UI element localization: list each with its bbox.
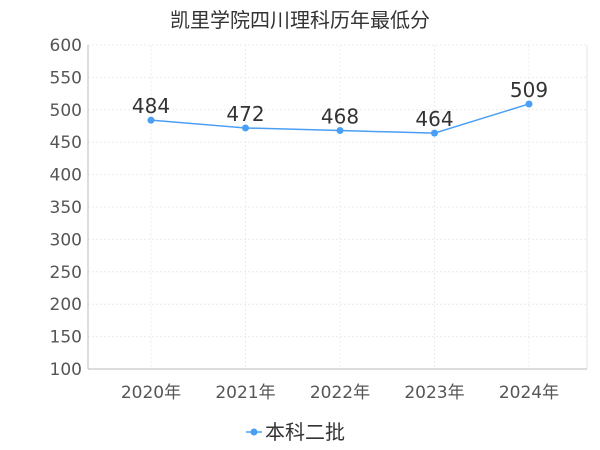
data-label: 464: [415, 107, 453, 131]
data-point[interactable]: [525, 100, 533, 108]
y-tick-label: 550: [50, 68, 82, 88]
axes: 100 150 200 250 300 350 400 450 500 550 600 2020年 20…: [50, 36, 588, 403]
series-layer: [147, 100, 533, 137]
data-point[interactable]: [242, 124, 249, 132]
data-label: 484: [132, 94, 170, 118]
legend[interactable]: 本科二批: [246, 420, 345, 444]
legend-point-marker: [250, 428, 258, 436]
y-tick-label: 250: [50, 263, 82, 283]
data-point[interactable]: [431, 129, 438, 137]
data-point[interactable]: [147, 116, 155, 124]
x-tick-label: 2024年: [499, 383, 559, 403]
y-tick-label: 350: [50, 198, 82, 218]
y-tick-label: 400: [50, 166, 82, 186]
data-point[interactable]: [336, 127, 344, 135]
data-label: 509: [510, 78, 548, 102]
chart-title: 凯里学院四川理科历年最低分: [170, 8, 430, 32]
x-tick-label: 2020年: [121, 383, 181, 403]
data-label: 468: [321, 105, 359, 129]
y-tick-label: 100: [50, 360, 82, 380]
y-tick-label: 500: [50, 101, 82, 121]
y-tick-label: 150: [50, 328, 82, 348]
y-tick-label: 450: [50, 133, 82, 153]
x-tick-label: 2021年: [215, 383, 275, 403]
x-tick-label: 2022年: [310, 383, 370, 403]
y-tick-label: 600: [50, 36, 82, 56]
grid: [88, 44, 587, 369]
data-labels: 484 472 468 464 509: [132, 78, 548, 131]
legend-label[interactable]: 本科二批: [265, 420, 345, 444]
y-tick-label: 200: [50, 295, 82, 315]
y-tick-label: 300: [50, 230, 82, 250]
data-label: 472: [226, 102, 264, 126]
x-tick-label: 2023年: [404, 383, 464, 403]
